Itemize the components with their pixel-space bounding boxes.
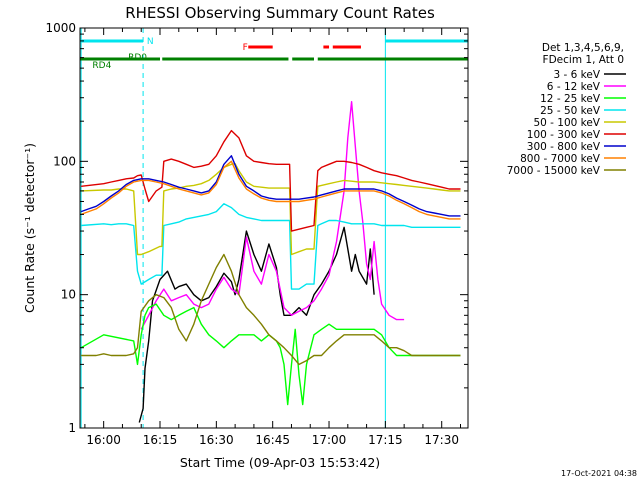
legend-label-7000-15000-kev: 7000 - 15000 keV — [507, 165, 601, 177]
y-tick-label: 1 — [68, 421, 76, 435]
y-axis-label: Count Rate (s⁻¹ detector⁻¹) — [22, 143, 37, 313]
plot-axes: 16:00 16:15 16:30 16:45 17:00 17:15 17:30 1 10 10… — [45, 21, 469, 447]
legend-label-12-25-kev: 12 - 25 keV — [540, 93, 601, 105]
legend-label-100-300-kev: 100 - 300 keV — [527, 129, 601, 141]
series-line-50-100-kev — [81, 162, 461, 256]
legend: Det 1,3,4,5,6,9,FDecim 1, Att 0 3 - 6 keV… — [507, 42, 626, 177]
y-tick-label: 10 — [61, 288, 76, 302]
x-tick-label: 17:00 — [312, 433, 347, 447]
x-tick-label: 17:15 — [368, 433, 403, 447]
series-line-7000-15000-kev — [81, 253, 461, 366]
series-line-100-300-kev — [81, 129, 461, 232]
legend-label-25-50-kev: 25 - 50 keV — [540, 105, 601, 117]
y-tick-label: 100 — [53, 154, 76, 168]
series-line-12-25-kev — [80, 303, 461, 406]
flag-label-f: F — [243, 43, 248, 53]
y-tick-label: 1000 — [45, 21, 76, 35]
series-line-300-800-kev — [80, 155, 461, 217]
series-line-6-12-kev — [140, 100, 405, 330]
flag-label-n: N — [147, 37, 154, 47]
legend-label-50-100-kev: 50 - 100 keV — [533, 117, 600, 129]
chart-title: RHESSI Observing Summary Count Rates — [125, 4, 435, 22]
legend-label-3-6-kev: 3 - 6 keV — [553, 69, 600, 81]
x-tick-label: 16:00 — [86, 433, 121, 447]
legend-label-800-7000-kev: 800 - 7000 keV — [520, 153, 601, 165]
x-tick-label: 16:15 — [143, 433, 178, 447]
series-line-25-50-kev — [81, 203, 461, 290]
legend-label-6-12-kev: 6 - 12 keV — [547, 81, 601, 93]
timestamp: 17-Oct-2021 04:38 — [561, 469, 637, 478]
plot-data — [80, 28, 469, 428]
legend-label-300-800-kev: 300 - 800 keV — [527, 141, 601, 153]
x-tick-label: 17:30 — [424, 433, 459, 447]
x-tick-label: 16:45 — [255, 433, 290, 447]
x-axis-label: Start Time (09-Apr-03 15:53:42) — [180, 455, 380, 470]
flag-label-rd4: RD4 — [92, 61, 111, 71]
legend-header-line: Det 1,3,4,5,6,9, — [542, 42, 624, 54]
legend-header-line: FDecim 1, Att 0 — [543, 54, 624, 66]
series-line-3-6-kev — [138, 226, 375, 423]
series-line-800-7000-kev — [80, 160, 461, 220]
flag-bars: NFRD0RD4 — [80, 37, 468, 71]
x-tick-label: 16:30 — [199, 433, 234, 447]
plot-frame — [79, 27, 469, 429]
